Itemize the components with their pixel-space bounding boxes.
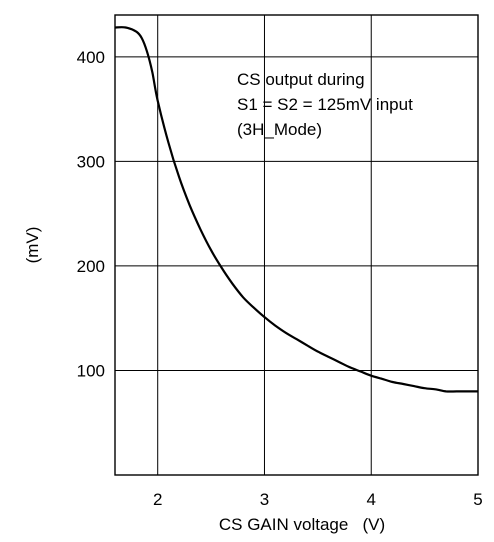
tick-labels: 2 3 4 5 100 200 300 400 [77,48,483,509]
y-tick-label: 100 [77,361,105,380]
y-axis-label: (mV) [23,227,42,264]
annotation-line-1: CS output during [237,70,365,89]
plot-frame [114,14,479,476]
grid [115,15,478,475]
x-tick-label: 5 [473,490,482,509]
y-tick-label: 400 [77,48,105,67]
annotation: CS output during S1 = S2 = 125mV input (… [237,70,413,139]
x-axis-label: CS GAIN voltage (V) [219,515,385,534]
series-line [114,26,478,393]
x-tick-label: 2 [153,490,162,509]
x-tick-label: 4 [367,490,376,509]
plot-background [115,15,478,475]
x-tick-label: 3 [260,490,269,509]
annotation-line-3: (3H_Mode) [237,120,322,139]
annotation-line-2: S1 = S2 = 125mV input [237,95,413,114]
y-tick-label: 200 [77,257,105,276]
y-tick-label: 300 [77,152,105,171]
